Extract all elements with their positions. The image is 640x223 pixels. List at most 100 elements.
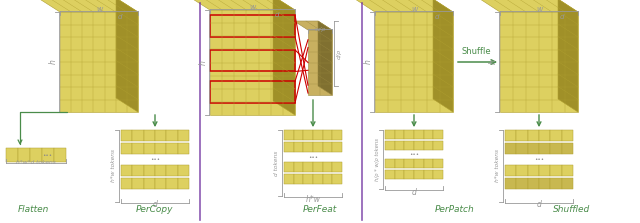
Bar [210, 50, 295, 71]
Bar [143, 143, 155, 154]
Text: h*w tokens: h*w tokens [111, 149, 116, 182]
Bar [155, 178, 166, 189]
Text: h*w: h*w [305, 194, 321, 204]
Bar [404, 130, 414, 139]
Bar [562, 130, 573, 141]
Polygon shape [38, 0, 138, 12]
Polygon shape [308, 30, 332, 95]
Bar [527, 130, 539, 141]
Text: •••: ••• [409, 152, 419, 157]
Bar [414, 141, 424, 150]
Bar [323, 142, 332, 152]
Bar [550, 130, 562, 141]
Bar [550, 178, 562, 189]
Text: w: w [96, 4, 102, 14]
Text: •••: ••• [534, 157, 544, 162]
Text: PerFeat: PerFeat [303, 205, 337, 214]
Bar [332, 174, 342, 184]
Text: Shuffle: Shuffle [461, 47, 492, 56]
Bar [385, 130, 395, 139]
Bar [539, 130, 550, 141]
Bar [433, 170, 443, 179]
Bar [395, 170, 404, 179]
Text: Flatten: Flatten [17, 205, 49, 214]
Bar [284, 174, 294, 184]
Bar [303, 142, 313, 152]
Polygon shape [318, 21, 332, 95]
Bar [284, 162, 294, 172]
Text: d: d [118, 14, 122, 20]
Polygon shape [500, 12, 578, 112]
Text: d: d [536, 200, 541, 209]
Polygon shape [375, 12, 453, 112]
Bar [516, 143, 527, 154]
Polygon shape [116, 0, 138, 112]
Bar [539, 178, 550, 189]
Bar [323, 162, 332, 172]
Bar [54, 148, 66, 162]
Bar [332, 142, 342, 152]
Bar [294, 130, 303, 140]
Bar [6, 148, 18, 162]
Bar [210, 81, 295, 103]
Polygon shape [355, 0, 453, 12]
Bar [385, 159, 395, 168]
Text: w: w [411, 4, 417, 14]
Bar [332, 130, 342, 140]
Bar [527, 178, 539, 189]
Polygon shape [210, 10, 295, 115]
Bar [414, 159, 424, 168]
Text: w/ρ: w/ρ [314, 27, 326, 31]
Bar [505, 165, 516, 176]
Text: d tokens: d tokens [274, 150, 279, 176]
Bar [178, 130, 189, 141]
Bar [562, 178, 573, 189]
Bar [284, 130, 294, 140]
Text: d: d [560, 14, 564, 20]
Text: •••: ••• [42, 153, 52, 157]
Bar [313, 162, 323, 172]
Bar [385, 141, 395, 150]
Bar [30, 148, 42, 162]
Bar [323, 174, 332, 184]
Text: d/ρ: d/ρ [337, 48, 342, 59]
Bar [424, 170, 433, 179]
Bar [505, 178, 516, 189]
Bar [143, 165, 155, 176]
Bar [284, 142, 294, 152]
Polygon shape [294, 21, 332, 30]
Text: h/ρ * w/ρ tokens: h/ρ * w/ρ tokens [375, 138, 380, 181]
Text: Shuffled: Shuffled [554, 205, 591, 214]
Bar [404, 141, 414, 150]
Bar [155, 143, 166, 154]
Bar [505, 143, 516, 154]
Text: d: d [275, 12, 280, 18]
Bar [166, 178, 178, 189]
Bar [527, 143, 539, 154]
Bar [178, 178, 189, 189]
Text: d: d [412, 188, 417, 197]
Bar [424, 130, 433, 139]
Bar [395, 141, 404, 150]
Bar [121, 130, 132, 141]
Bar [562, 165, 573, 176]
Bar [303, 174, 313, 184]
Text: PerCopy: PerCopy [136, 205, 173, 214]
Bar [433, 130, 443, 139]
Bar [313, 130, 323, 140]
Bar [539, 143, 550, 154]
Bar [143, 178, 155, 189]
Bar [178, 143, 189, 154]
Bar [132, 130, 143, 141]
Bar [178, 165, 189, 176]
Bar [121, 143, 132, 154]
Bar [505, 130, 516, 141]
Bar [303, 130, 313, 140]
Text: h: h [199, 60, 208, 65]
Polygon shape [273, 0, 295, 115]
Text: •••: ••• [308, 155, 318, 159]
Polygon shape [60, 12, 138, 112]
Bar [562, 143, 573, 154]
Bar [42, 148, 54, 162]
Bar [132, 178, 143, 189]
